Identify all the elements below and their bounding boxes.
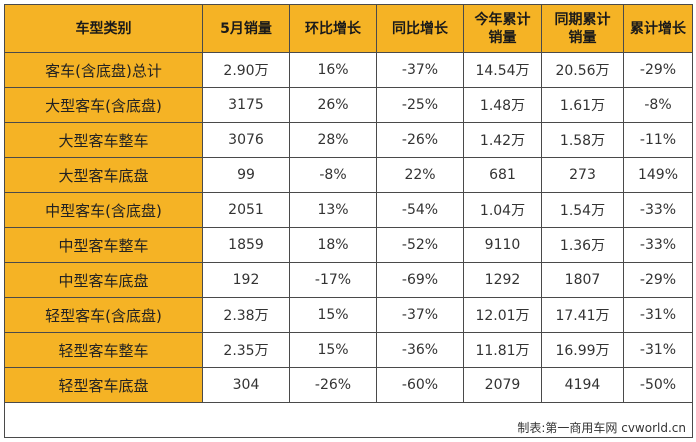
cell-category: 客车(含底盘)总计: [4, 52, 203, 88]
cell-ytd-growth: -29%: [623, 52, 693, 88]
cell-ytd-sales: 11.81万: [463, 332, 542, 368]
cell-ytd-sales: 681: [463, 157, 542, 193]
table-row: 轻型客车底盘 304 -26% -60% 2079 4194 -50%: [4, 367, 693, 403]
cell-mom-growth: -26%: [289, 367, 377, 403]
header-row: 车型类别 5月销量 环比增长 同比增长 今年累计 销量 同期累计 销量 累计增长: [4, 4, 693, 53]
table-row: 中型客车底盘 192 -17% -69% 1292 1807 -29%: [4, 262, 693, 298]
table-row: 中型客车整车 1859 18% -52% 9110 1.36万 -33%: [4, 227, 693, 263]
footer-cell: [4, 402, 693, 438]
cell-ytd-growth: -33%: [623, 227, 693, 263]
cell-prior-ytd-sales: 20.56万: [541, 52, 624, 88]
cell-prior-ytd-sales: 1.54万: [541, 192, 624, 228]
cell-ytd-growth: -31%: [623, 297, 693, 333]
cell-may-sales: 2.35万: [202, 332, 290, 368]
cell-may-sales: 2.90万: [202, 52, 290, 88]
cell-ytd-sales: 1.48万: [463, 87, 542, 123]
cell-yoy-growth: -36%: [376, 332, 464, 368]
cell-mom-growth: 15%: [289, 297, 377, 333]
cell-category: 轻型客车底盘: [4, 367, 203, 403]
cell-prior-ytd-sales: 1.36万: [541, 227, 624, 263]
cell-category: 中型客车整车: [4, 227, 203, 263]
cell-yoy-growth: -69%: [376, 262, 464, 298]
cell-ytd-growth: -50%: [623, 367, 693, 403]
table-row: 轻型客车整车 2.35万 15% -36% 11.81万 16.99万 -31%: [4, 332, 693, 368]
cell-ytd-sales: 14.54万: [463, 52, 542, 88]
cell-yoy-growth: 22%: [376, 157, 464, 193]
cell-ytd-growth: -8%: [623, 87, 693, 123]
cell-mom-growth: 18%: [289, 227, 377, 263]
source-credit: 制表:第一商用车网 cvworld.cn: [517, 421, 686, 435]
cell-mom-growth: -17%: [289, 262, 377, 298]
header-ytd-growth: 累计增长: [623, 4, 693, 53]
table-body: 客车(含底盘)总计 2.90万 16% -37% 14.54万 20.56万 -29% 大型客…: [4, 52, 693, 403]
table-row: 轻型客车(含底盘) 2.38万 15% -37% 12.01万 17.41万 -31%: [4, 297, 693, 333]
cell-mom-growth: 15%: [289, 332, 377, 368]
cell-may-sales: 3175: [202, 87, 290, 123]
cell-prior-ytd-sales: 16.99万: [541, 332, 624, 368]
footer-row: [4, 402, 693, 438]
cell-may-sales: 3076: [202, 122, 290, 158]
cell-ytd-sales: 12.01万: [463, 297, 542, 333]
cell-prior-ytd-sales: 273: [541, 157, 624, 193]
cell-prior-ytd-sales: 4194: [541, 367, 624, 403]
cell-may-sales: 304: [202, 367, 290, 403]
header-ytd-sales: 今年累计 销量: [463, 4, 542, 53]
table-row: 大型客车整车 3076 28% -26% 1.42万 1.58万 -11%: [4, 122, 693, 158]
cell-mom-growth: 28%: [289, 122, 377, 158]
cell-may-sales: 2.38万: [202, 297, 290, 333]
cell-prior-ytd-sales: 1807: [541, 262, 624, 298]
cell-category: 中型客车底盘: [4, 262, 203, 298]
table-row: 大型客车(含底盘) 3175 26% -25% 1.48万 1.61万 -8%: [4, 87, 693, 123]
cell-ytd-growth: -31%: [623, 332, 693, 368]
cell-category: 大型客车(含底盘): [4, 87, 203, 123]
cell-yoy-growth: -37%: [376, 297, 464, 333]
cell-may-sales: 2051: [202, 192, 290, 228]
cell-category: 轻型客车整车: [4, 332, 203, 368]
cell-mom-growth: 26%: [289, 87, 377, 123]
cell-ytd-growth: -11%: [623, 122, 693, 158]
cell-yoy-growth: -37%: [376, 52, 464, 88]
cell-ytd-sales: 9110: [463, 227, 542, 263]
cell-category: 大型客车整车: [4, 122, 203, 158]
cell-ytd-sales: 1.42万: [463, 122, 542, 158]
header-category: 车型类别: [4, 4, 203, 53]
cell-may-sales: 192: [202, 262, 290, 298]
header-yoy-growth: 同比增长: [376, 4, 464, 53]
cell-may-sales: 99: [202, 157, 290, 193]
cell-ytd-sales: 1.04万: [463, 192, 542, 228]
header-mom-growth: 环比增长: [289, 4, 377, 53]
cell-ytd-growth: -29%: [623, 262, 693, 298]
cell-category: 中型客车(含底盘): [4, 192, 203, 228]
cell-yoy-growth: -54%: [376, 192, 464, 228]
cell-may-sales: 1859: [202, 227, 290, 263]
cell-prior-ytd-sales: 1.61万: [541, 87, 624, 123]
cell-prior-ytd-sales: 17.41万: [541, 297, 624, 333]
cell-ytd-growth: 149%: [623, 157, 693, 193]
cell-mom-growth: 16%: [289, 52, 377, 88]
cell-yoy-growth: -52%: [376, 227, 464, 263]
header-may-sales: 5月销量: [202, 4, 290, 53]
cell-ytd-growth: -33%: [623, 192, 693, 228]
sales-table: 车型类别 5月销量 环比增长 同比增长 今年累计 销量 同期累计 销量 累计增长 客…: [4, 4, 693, 438]
table-row: 客车(含底盘)总计 2.90万 16% -37% 14.54万 20.56万 -29%: [4, 52, 693, 88]
cell-category: 轻型客车(含底盘): [4, 297, 203, 333]
table-row: 中型客车(含底盘) 2051 13% -54% 1.04万 1.54万 -33%: [4, 192, 693, 228]
cell-mom-growth: 13%: [289, 192, 377, 228]
cell-ytd-sales: 1292: [463, 262, 542, 298]
header-prior-ytd-sales: 同期累计 销量: [541, 4, 624, 53]
cell-ytd-sales: 2079: [463, 367, 542, 403]
cell-yoy-growth: -25%: [376, 87, 464, 123]
cell-yoy-growth: -60%: [376, 367, 464, 403]
cell-mom-growth: -8%: [289, 157, 377, 193]
cell-yoy-growth: -26%: [376, 122, 464, 158]
cell-category: 大型客车底盘: [4, 157, 203, 193]
cell-prior-ytd-sales: 1.58万: [541, 122, 624, 158]
table-row: 大型客车底盘 99 -8% 22% 681 273 149%: [4, 157, 693, 193]
